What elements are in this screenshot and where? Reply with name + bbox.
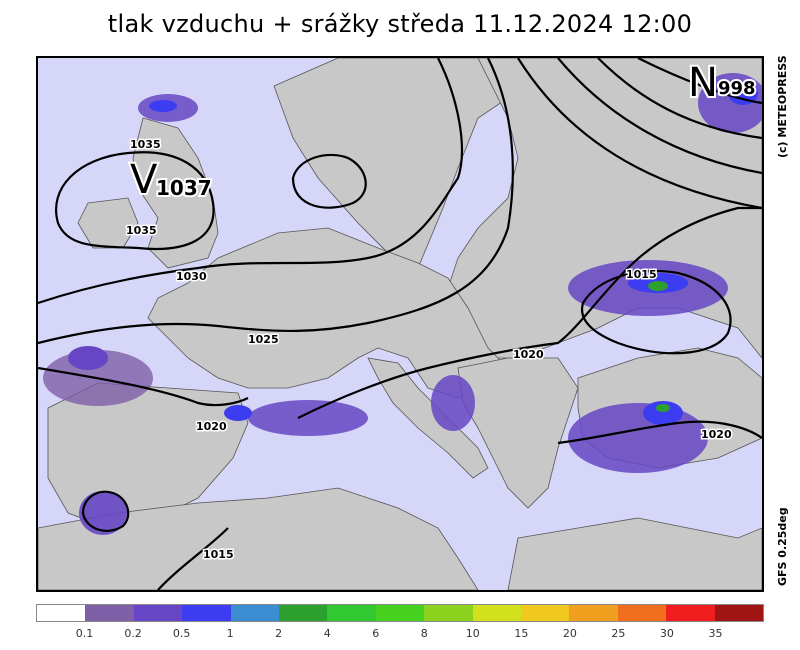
land-continental-europe bbox=[147, 227, 509, 399]
land-masses bbox=[38, 58, 762, 590]
precip-black-sea-green bbox=[648, 281, 668, 291]
isobar-label: 1035 bbox=[126, 224, 157, 237]
high-letter: V bbox=[130, 157, 158, 203]
pressure-center-high: V 1037 bbox=[128, 155, 214, 205]
legend-color-cell bbox=[714, 605, 764, 621]
legend-color-cell bbox=[37, 605, 86, 621]
isobar-ne-3 bbox=[517, 58, 762, 210]
pressure-center-low: N 998 bbox=[686, 58, 758, 108]
isobar-label: 1020 bbox=[513, 348, 544, 361]
isobar-1030 bbox=[38, 58, 464, 305]
legend-label: 15 bbox=[514, 627, 529, 640]
legend-color-cell bbox=[182, 605, 231, 621]
low-value: 998 bbox=[718, 78, 756, 99]
low-letter: N bbox=[688, 60, 718, 106]
precip-med-west-core bbox=[224, 405, 252, 421]
isobar-1035 bbox=[55, 151, 215, 250]
isobar-ne-1 bbox=[597, 58, 762, 140]
land-scandinavia bbox=[273, 58, 599, 269]
precipitation-areas bbox=[43, 73, 762, 535]
isobar-label: 1035 bbox=[130, 138, 161, 151]
precip-north-sea-core bbox=[149, 100, 177, 112]
isobar-label: 1030 bbox=[176, 270, 207, 283]
isobar-label: 1025 bbox=[248, 333, 279, 346]
model-label: GFS 0.25deg bbox=[776, 507, 789, 586]
precip-morocco bbox=[79, 491, 127, 535]
legend-label: 0.2 bbox=[124, 627, 142, 640]
copyright-label: (c) METEOPRESS bbox=[776, 55, 789, 158]
legend-label: 6 bbox=[372, 627, 380, 640]
legend-label: 35 bbox=[708, 627, 723, 640]
precipitation-legend bbox=[36, 604, 764, 622]
legend-label: 2 bbox=[275, 627, 283, 640]
legend-label: 0.5 bbox=[172, 627, 191, 640]
isobar-ne-4 bbox=[637, 58, 762, 105]
isobar-label: 1020 bbox=[196, 420, 227, 433]
legend-color-cell bbox=[472, 605, 522, 621]
precipitation-legend-labels: 0.1 0.2 0.5 1 2 4 6 8 10 15 20 25 30 35 bbox=[36, 627, 764, 641]
legend-label: 8 bbox=[420, 627, 428, 640]
isobar-1015-morocco bbox=[81, 490, 130, 532]
land-balkans bbox=[457, 357, 579, 509]
legend-color-cell bbox=[327, 605, 376, 621]
legend-color-cell bbox=[279, 605, 328, 621]
legend-color-cell bbox=[424, 605, 473, 621]
land-libya-egypt bbox=[507, 517, 762, 590]
isobar-label: 1015 bbox=[203, 548, 234, 561]
high-value: 1037 bbox=[156, 176, 212, 200]
isobar-1020-south bbox=[557, 420, 762, 445]
legend-label: 30 bbox=[659, 627, 674, 640]
land-north-africa bbox=[38, 487, 479, 590]
map-canvas: 1035 1035 1030 1025 1020 1020 1020 1015 … bbox=[38, 58, 762, 590]
legend-color-cell bbox=[666, 605, 715, 621]
isobar-1015 bbox=[580, 269, 732, 355]
precip-med-west bbox=[248, 400, 368, 436]
isobar-1025 bbox=[38, 58, 514, 345]
legend-color-cell bbox=[133, 605, 183, 621]
land-ireland bbox=[77, 197, 139, 249]
precip-biscay-core bbox=[68, 346, 108, 370]
weather-map: 1035 1035 1030 1025 1020 1020 1020 1015 … bbox=[36, 56, 764, 592]
isobar-1015-south bbox=[157, 527, 229, 590]
legend-label: 0.1 bbox=[75, 627, 94, 640]
isobar-labels: 1035 1035 1030 1025 1020 1020 1020 1015 … bbox=[125, 137, 734, 563]
legend-label: 20 bbox=[562, 627, 577, 640]
isobar-label: 1015 bbox=[626, 268, 657, 281]
isobars bbox=[38, 58, 762, 590]
legend-color-cell bbox=[85, 605, 134, 621]
isobar-1020-west bbox=[38, 366, 249, 407]
map-title: tlak vzduchu + srážky středa 11.12.2024 … bbox=[107, 10, 693, 38]
legend-label: 10 bbox=[465, 627, 480, 640]
land-great-britain bbox=[132, 117, 219, 269]
legend-label: 25 bbox=[611, 627, 626, 640]
legend-color-cell bbox=[569, 605, 618, 621]
land-italy bbox=[367, 357, 489, 479]
isobar-1020-east bbox=[297, 206, 762, 419]
legend-color-cell bbox=[617, 605, 667, 621]
isobar-1035-small bbox=[291, 153, 367, 209]
precip-aegean-core bbox=[643, 401, 683, 425]
precip-aegean-green bbox=[656, 404, 670, 412]
isobar-ne-2 bbox=[557, 58, 762, 175]
precip-ne-corner-core bbox=[728, 81, 758, 105]
legend-label: 1 bbox=[226, 627, 234, 640]
legend-color-cell bbox=[375, 605, 425, 621]
isobar-label: 1020 bbox=[701, 428, 732, 441]
legend-color-cell bbox=[521, 605, 570, 621]
legend-label: 4 bbox=[323, 627, 331, 640]
legend-color-cell bbox=[230, 605, 280, 621]
precip-italy bbox=[431, 375, 475, 431]
